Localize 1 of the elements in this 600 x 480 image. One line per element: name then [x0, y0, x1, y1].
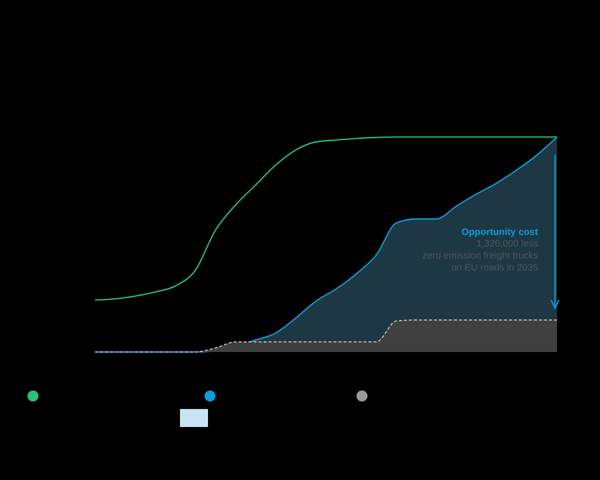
annotation: Opportunity cost — [461, 227, 539, 238]
